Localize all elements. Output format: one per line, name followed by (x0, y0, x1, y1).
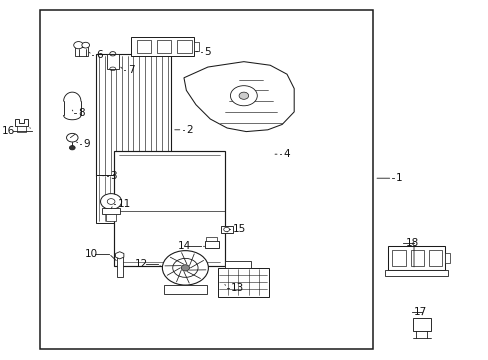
Circle shape (181, 265, 189, 271)
Circle shape (69, 145, 75, 150)
Bar (75, 47, 87, 56)
Text: 10: 10 (84, 248, 98, 258)
Bar (385, 270, 447, 276)
Bar (224, 261, 250, 268)
Bar (40, 10, 372, 348)
Polygon shape (15, 119, 28, 126)
Text: 13: 13 (230, 283, 244, 293)
Bar (131, 37, 193, 56)
Circle shape (162, 251, 208, 285)
Text: 17: 17 (413, 307, 427, 317)
Circle shape (101, 194, 122, 210)
Circle shape (81, 42, 89, 48)
Bar (157, 40, 171, 53)
Text: 9: 9 (83, 139, 90, 149)
Bar (96, 54, 170, 176)
Bar (428, 250, 441, 266)
Text: 5: 5 (204, 46, 211, 57)
Text: 14: 14 (178, 241, 191, 251)
Bar (96, 175, 146, 223)
Text: 16: 16 (2, 126, 15, 135)
Bar (163, 285, 206, 294)
Text: 4: 4 (283, 149, 290, 159)
Circle shape (224, 227, 229, 231)
Text: 15: 15 (232, 224, 245, 234)
Bar (444, 253, 449, 263)
Bar (387, 246, 444, 270)
Bar (177, 40, 191, 53)
Bar (221, 226, 232, 233)
Text: 18: 18 (405, 238, 418, 248)
Text: 12: 12 (135, 259, 148, 269)
Polygon shape (183, 62, 294, 132)
Bar (117, 255, 122, 277)
Bar (410, 250, 423, 266)
Bar (412, 318, 430, 331)
Circle shape (66, 134, 78, 142)
Text: 6: 6 (96, 50, 102, 60)
Bar (102, 208, 120, 214)
Text: 7: 7 (128, 65, 134, 75)
Circle shape (172, 258, 198, 277)
Circle shape (230, 86, 257, 106)
Bar (206, 237, 217, 241)
Text: 1: 1 (395, 173, 402, 183)
Circle shape (74, 41, 83, 49)
Bar (17, 126, 26, 132)
Circle shape (107, 199, 115, 204)
Bar (114, 151, 224, 266)
Text: 11: 11 (117, 199, 130, 210)
Polygon shape (115, 252, 123, 259)
Bar (193, 42, 199, 51)
Bar (106, 54, 119, 69)
Circle shape (239, 92, 248, 99)
Bar (106, 214, 116, 221)
Bar (392, 250, 405, 266)
Text: 2: 2 (186, 125, 193, 135)
Text: 8: 8 (78, 108, 84, 118)
Bar (204, 241, 219, 248)
Bar (217, 268, 269, 297)
Text: 3: 3 (110, 171, 117, 181)
Bar (137, 40, 151, 53)
